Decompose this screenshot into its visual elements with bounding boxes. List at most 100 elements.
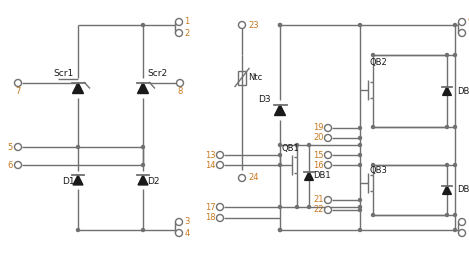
Circle shape <box>141 23 145 27</box>
Circle shape <box>278 163 282 167</box>
Circle shape <box>459 218 466 225</box>
Text: 3: 3 <box>184 217 190 226</box>
Text: DB3: DB3 <box>457 186 469 195</box>
Text: 10: 10 <box>468 29 469 38</box>
Circle shape <box>325 207 332 214</box>
Circle shape <box>459 30 466 36</box>
Text: 24: 24 <box>248 173 258 182</box>
Circle shape <box>453 23 457 27</box>
Circle shape <box>15 161 22 169</box>
Circle shape <box>76 145 80 149</box>
Circle shape <box>453 163 457 167</box>
Circle shape <box>445 125 449 129</box>
Circle shape <box>325 197 332 204</box>
Circle shape <box>325 161 332 169</box>
Circle shape <box>307 205 311 209</box>
Text: 17: 17 <box>205 203 216 212</box>
Circle shape <box>358 126 362 130</box>
Text: D2: D2 <box>147 177 159 186</box>
Circle shape <box>371 53 375 57</box>
Text: 20: 20 <box>313 133 324 142</box>
Text: D3: D3 <box>258 96 271 105</box>
Text: 8: 8 <box>177 87 183 96</box>
Text: 16: 16 <box>313 161 324 170</box>
Circle shape <box>175 19 182 25</box>
Circle shape <box>15 79 22 87</box>
Text: 12: 12 <box>468 228 469 237</box>
Text: Scr1: Scr1 <box>53 69 73 78</box>
Circle shape <box>459 230 466 236</box>
Circle shape <box>358 23 362 27</box>
Circle shape <box>358 153 362 157</box>
Circle shape <box>217 204 224 210</box>
Polygon shape <box>73 82 83 94</box>
Circle shape <box>453 228 457 232</box>
Circle shape <box>239 22 245 29</box>
Text: 15: 15 <box>313 151 324 160</box>
Circle shape <box>15 143 22 151</box>
Text: DB1: DB1 <box>313 171 331 180</box>
Circle shape <box>371 163 375 167</box>
Polygon shape <box>304 172 313 180</box>
Text: 22: 22 <box>313 206 324 215</box>
Circle shape <box>358 143 362 147</box>
Circle shape <box>176 79 183 87</box>
Text: DB2: DB2 <box>457 87 469 96</box>
Circle shape <box>295 143 299 147</box>
Polygon shape <box>443 87 451 95</box>
Text: QB3: QB3 <box>369 166 387 175</box>
Circle shape <box>325 151 332 159</box>
Circle shape <box>445 53 449 57</box>
Text: 7: 7 <box>15 87 21 96</box>
Circle shape <box>358 136 362 140</box>
Circle shape <box>307 143 311 147</box>
Circle shape <box>239 175 245 181</box>
Text: 13: 13 <box>205 151 216 160</box>
Polygon shape <box>443 186 451 194</box>
Circle shape <box>371 125 375 129</box>
Text: 21: 21 <box>313 196 324 205</box>
Circle shape <box>141 163 145 167</box>
Circle shape <box>278 153 282 157</box>
Text: 6: 6 <box>8 161 13 170</box>
Text: 18: 18 <box>205 214 216 223</box>
Circle shape <box>371 213 375 217</box>
Text: 23: 23 <box>248 21 258 30</box>
Circle shape <box>453 125 457 129</box>
Circle shape <box>295 205 299 209</box>
Polygon shape <box>274 105 286 115</box>
Text: 1: 1 <box>184 17 190 26</box>
Circle shape <box>278 143 282 147</box>
Text: 19: 19 <box>313 124 324 133</box>
Text: D1: D1 <box>62 177 75 186</box>
Polygon shape <box>73 175 83 185</box>
Bar <box>238 70 246 85</box>
Circle shape <box>278 23 282 27</box>
Circle shape <box>453 213 457 217</box>
Circle shape <box>217 161 224 169</box>
Circle shape <box>358 205 362 209</box>
Circle shape <box>445 163 449 167</box>
Polygon shape <box>138 175 148 185</box>
Text: 9: 9 <box>468 17 469 26</box>
Circle shape <box>141 228 145 232</box>
Circle shape <box>217 215 224 222</box>
Circle shape <box>278 228 282 232</box>
Circle shape <box>358 228 362 232</box>
Circle shape <box>459 19 466 25</box>
Text: QB1: QB1 <box>282 144 300 153</box>
Circle shape <box>278 23 282 27</box>
Circle shape <box>325 134 332 142</box>
Circle shape <box>358 163 362 167</box>
Circle shape <box>325 124 332 132</box>
Circle shape <box>175 30 182 36</box>
Text: 5: 5 <box>8 142 13 151</box>
Text: 14: 14 <box>205 161 216 170</box>
Text: 4: 4 <box>184 228 190 237</box>
Circle shape <box>358 198 362 202</box>
Circle shape <box>278 228 282 232</box>
Text: 11: 11 <box>468 217 469 226</box>
Circle shape <box>141 145 145 149</box>
Text: Scr2: Scr2 <box>147 69 167 78</box>
Circle shape <box>278 205 282 209</box>
